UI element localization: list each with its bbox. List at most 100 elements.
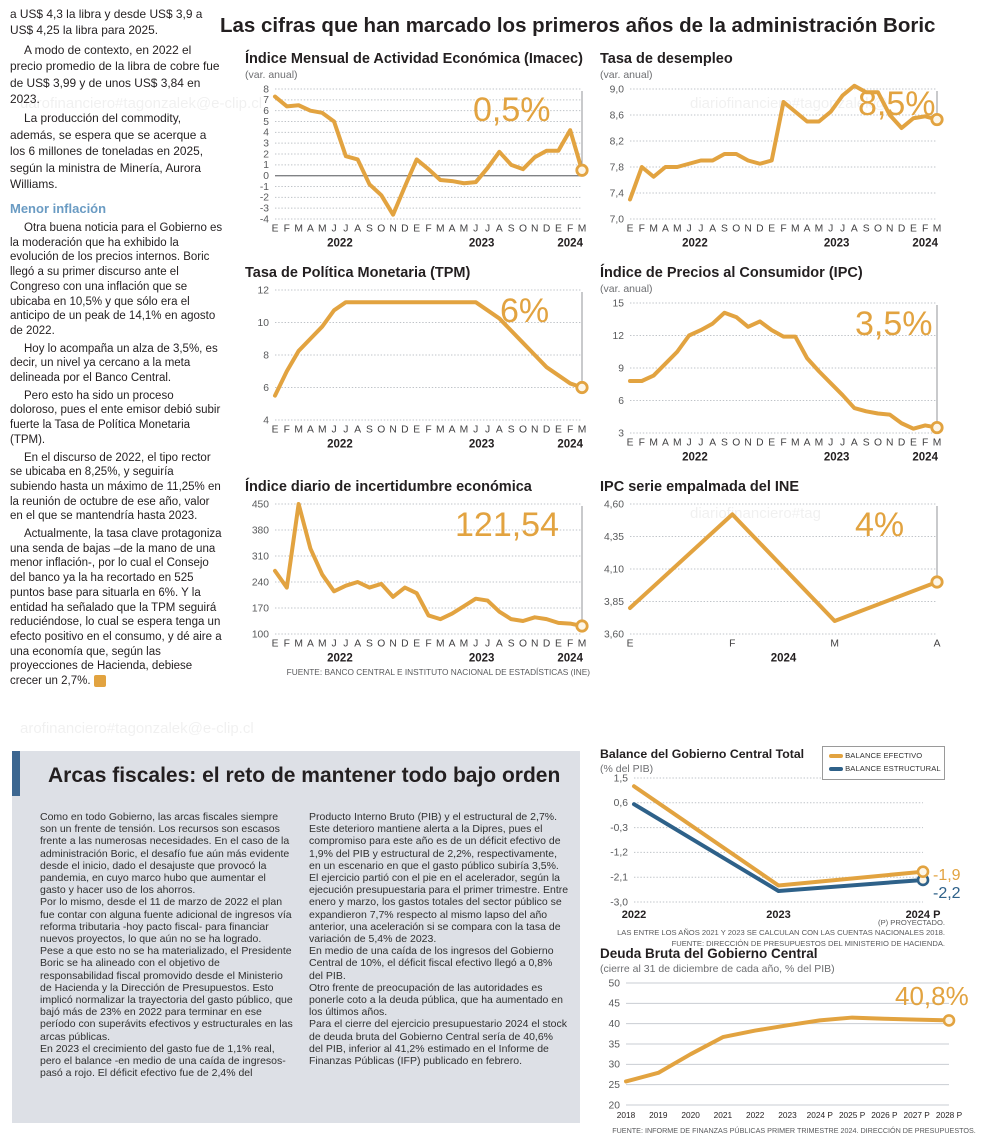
svg-text:N: N [389,425,396,436]
svg-text:D: D [543,224,550,235]
svg-text:M: M [436,425,445,436]
svg-text:-2: -2 [260,193,269,204]
svg-text:D: D [898,438,905,449]
svg-text:7: 7 [263,95,269,106]
svg-text:2022: 2022 [746,1110,765,1120]
svg-text:240: 240 [252,577,269,588]
svg-text:O: O [377,639,385,650]
svg-text:F: F [425,639,431,650]
svg-text:2023: 2023 [469,653,495,665]
svg-text:M: M [673,438,682,449]
svg-text:1: 1 [263,160,269,171]
svg-text:M: M [815,438,824,449]
svg-text:J: J [473,425,478,436]
svg-text:J: J [698,438,703,449]
svg-text:E: E [555,425,562,436]
svg-text:2019: 2019 [649,1110,668,1120]
svg-text:S: S [508,425,515,436]
svg-text:M: M [436,639,445,650]
svg-text:-1,2: -1,2 [610,848,628,859]
svg-text:S: S [508,224,515,235]
svg-text:F: F [567,639,573,650]
svg-text:1,5: 1,5 [614,773,629,784]
svg-text:F: F [922,438,928,449]
svg-text:6: 6 [263,383,269,394]
svg-text:F: F [425,224,431,235]
svg-text:A: A [804,438,811,449]
svg-text:A: A [449,639,456,650]
svg-text:F: F [284,425,290,436]
svg-text:D: D [543,639,550,650]
svg-text:A: A [662,224,669,235]
svg-text:170: 170 [252,603,269,614]
svg-text:2024: 2024 [557,653,583,665]
svg-text:A: A [307,639,314,650]
svg-text:N: N [886,438,893,449]
svg-text:M: M [578,224,587,235]
svg-text:D: D [401,224,408,235]
svg-text:J: J [686,438,691,449]
svg-text:2028 P: 2028 P [936,1110,963,1120]
svg-text:M: M [933,224,942,235]
svg-text:N: N [744,224,751,235]
svg-text:M: M [649,224,658,235]
svg-text:2022: 2022 [682,452,708,464]
svg-text:O: O [519,224,527,235]
svg-text:15: 15 [613,298,625,309]
svg-text:4: 4 [263,128,269,139]
svg-text:50: 50 [609,978,621,989]
svg-text:E: E [768,438,775,449]
svg-text:J: J [828,224,833,235]
svg-text:10: 10 [258,318,270,329]
svg-text:2026 P: 2026 P [871,1110,898,1120]
svg-text:S: S [863,438,870,449]
svg-text:F: F [922,224,928,235]
svg-text:2024: 2024 [912,238,938,250]
svg-text:6: 6 [618,396,624,407]
svg-text:2025 P: 2025 P [839,1110,866,1120]
svg-text:2023: 2023 [469,439,495,451]
svg-text:9: 9 [618,363,624,374]
svg-text:-2,1: -2,1 [610,873,628,884]
svg-text:4,10: 4,10 [604,564,624,575]
svg-text:A: A [709,224,716,235]
svg-text:N: N [886,224,893,235]
svg-text:M: M [815,224,824,235]
svg-text:D: D [401,425,408,436]
svg-text:4,60: 4,60 [604,499,624,510]
svg-text:2027 P: 2027 P [904,1110,931,1120]
svg-text:M: M [791,224,800,235]
svg-text:7,4: 7,4 [610,188,625,199]
svg-text:45: 45 [609,999,621,1010]
svg-text:M: M [830,639,839,650]
svg-text:12: 12 [613,331,625,342]
svg-text:2023: 2023 [469,238,495,250]
svg-text:J: J [686,224,691,235]
svg-text:2023: 2023 [824,238,850,250]
svg-text:S: S [721,224,728,235]
svg-text:2024: 2024 [557,238,583,250]
svg-text:S: S [366,639,373,650]
svg-text:2024: 2024 [771,653,797,665]
svg-text:F: F [284,224,290,235]
svg-text:F: F [425,425,431,436]
svg-text:E: E [272,224,279,235]
svg-text:0: 0 [263,171,269,182]
svg-text:S: S [508,639,515,650]
svg-text:F: F [284,639,290,650]
svg-text:M: M [673,224,682,235]
svg-text:A: A [354,224,361,235]
svg-text:F: F [639,438,645,449]
svg-text:A: A [851,224,858,235]
svg-text:E: E [272,425,279,436]
svg-text:M: M [436,224,445,235]
svg-text:E: E [768,224,775,235]
svg-text:A: A [307,425,314,436]
svg-text:E: E [413,639,420,650]
svg-text:A: A [354,639,361,650]
svg-text:E: E [555,224,562,235]
svg-text:6: 6 [263,106,269,117]
svg-text:A: A [354,425,361,436]
svg-text:N: N [531,224,538,235]
svg-text:O: O [874,224,882,235]
